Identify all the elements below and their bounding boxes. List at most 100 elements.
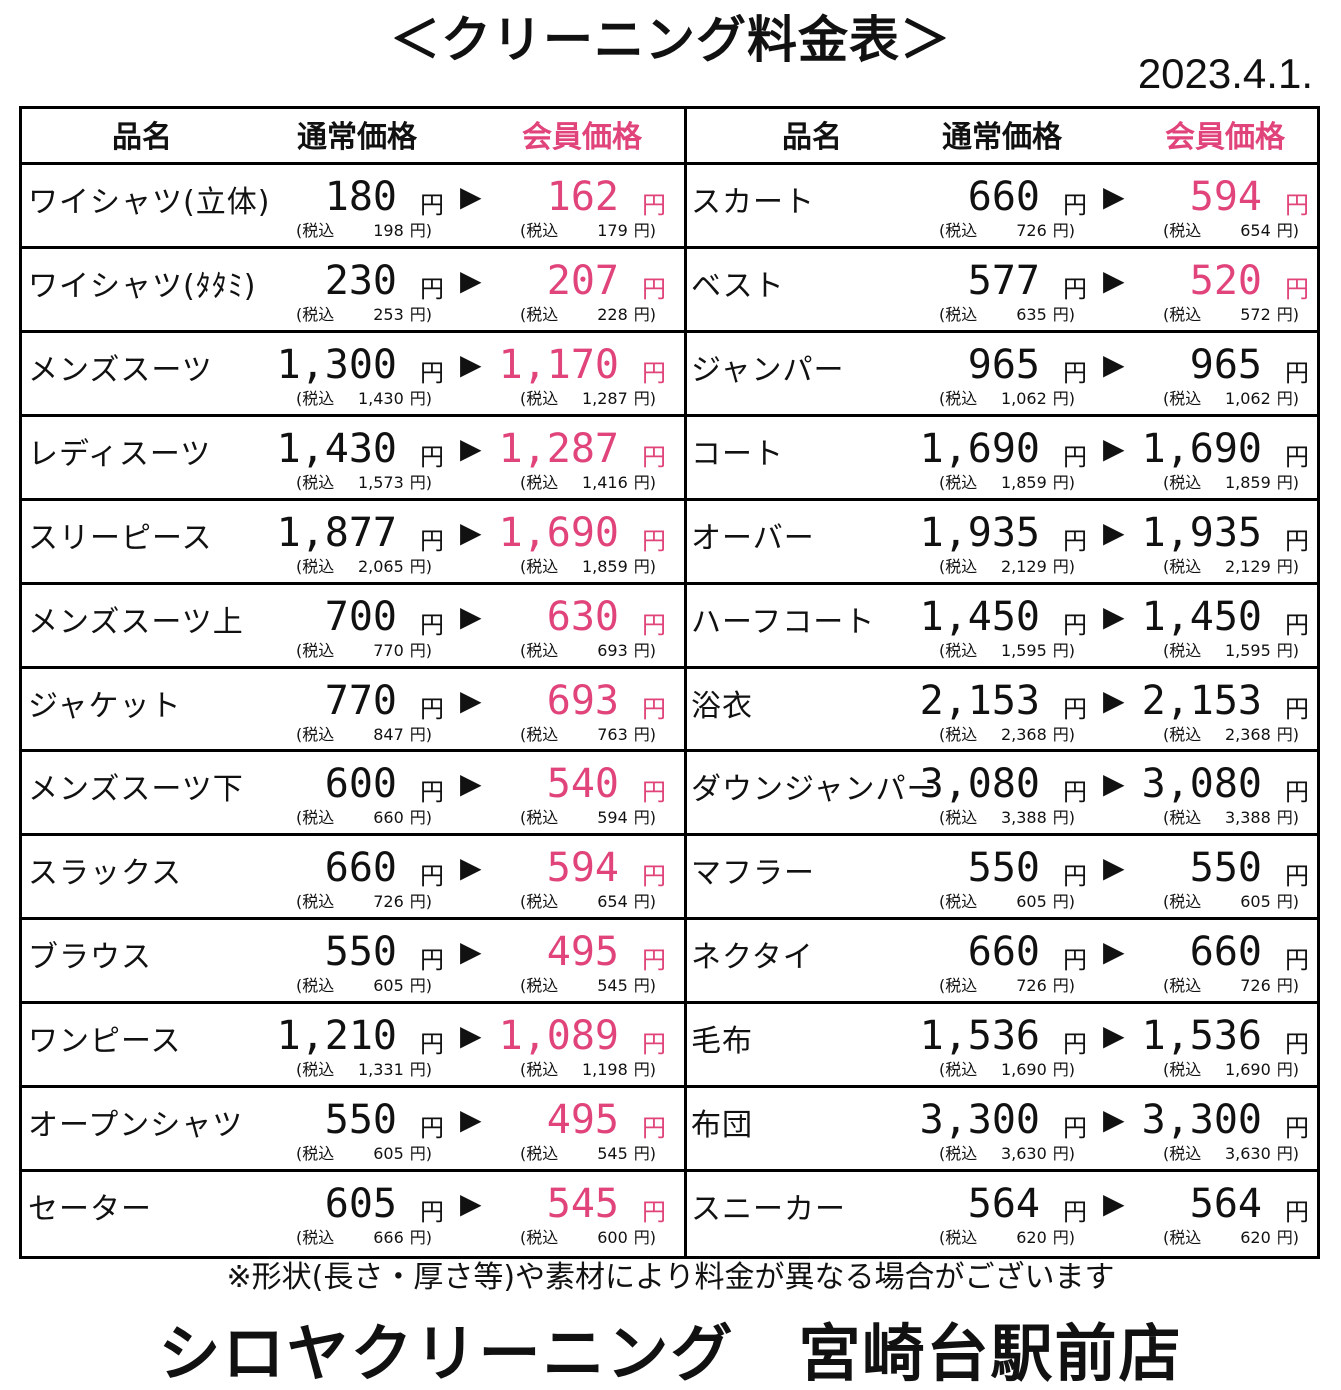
table-row: オープンシャツ 550 円 ▶ 495 円 (税込 605 円) (税込 545 円) (22, 1088, 684, 1173)
tax-label: (税込 (1163, 724, 1202, 744)
yen-unit: 円 (1063, 1114, 1087, 1143)
regular-tax-price: 2,129 円) (995, 556, 1075, 578)
tax-label: (税込 (296, 304, 335, 324)
tax-value: 545 (597, 976, 628, 996)
table-row: スリーピース 1,877 円 ▶ 1,690 円 (税込 2,065 円) (税込 1,859 円) (22, 501, 684, 585)
tax-value: 1,573 (357, 472, 404, 492)
arrow-icon: ▶ (460, 767, 482, 801)
tax-value: 1,062 (1224, 388, 1271, 408)
table-row: レディスーツ 1,430 円 ▶ 1,287 円 (税込 1,573 円) (税込 1,416 円) (22, 417, 684, 501)
table-row: スニーカー 564 円 ▶ 564 円 (税込 620 円) (税込 620 円) (687, 1172, 1317, 1256)
header-name: 品名 (782, 120, 842, 155)
column-divider (684, 109, 687, 1256)
arrow-icon: ▶ (460, 180, 482, 213)
tax-value: 726 (373, 892, 404, 912)
tax-value: 3,630 (1000, 1144, 1047, 1164)
yen-unit: 円 (642, 526, 666, 555)
regular-tax-price: 635 円) (995, 304, 1075, 326)
tax-suffix: 円) (1052, 892, 1075, 912)
tax-value: 654 (1240, 221, 1271, 240)
tax-label: (税込 (1163, 640, 1202, 660)
item-name: メンズスーツ下 (28, 772, 244, 808)
member-price: 1,690 (1141, 425, 1262, 472)
member-tax-price: 2,129 円) (1219, 556, 1299, 578)
tax-value: 2,065 (357, 556, 404, 576)
yen-unit: 円 (1285, 946, 1309, 975)
header-regular-price: 通常価格 (297, 120, 417, 155)
arrow-icon: ▶ (460, 263, 482, 297)
yen-unit: 円 (420, 946, 444, 975)
member-price: 594 (1189, 174, 1262, 220)
item-name: レディスーツ (28, 436, 212, 472)
tax-value: 635 (1016, 304, 1047, 324)
member-tax-price: 1,690 円) (1219, 1059, 1299, 1081)
tax-value: 1,430 (357, 388, 404, 408)
member-tax-price: 545 円) (576, 975, 656, 997)
tax-suffix: 円) (1276, 304, 1299, 324)
tax-value: 1,859 (1224, 472, 1271, 492)
tax-suffix: 円) (633, 808, 656, 828)
yen-unit: 円 (1285, 526, 1309, 555)
regular-price: 660 (324, 845, 397, 892)
member-price: 1,287 (498, 425, 619, 472)
tax-label: (税込 (296, 388, 335, 408)
tax-suffix: 円) (1276, 1228, 1299, 1248)
tax-suffix: 円) (1052, 976, 1075, 996)
tax-value: 2,368 (1000, 724, 1047, 744)
yen-unit: 円 (1285, 862, 1309, 891)
tax-value: 726 (1016, 976, 1047, 996)
regular-price: 1,877 (276, 509, 397, 556)
tax-label: (税込 (296, 724, 335, 744)
tax-value: 1,416 (581, 472, 628, 492)
yen-unit: 円 (642, 358, 666, 387)
tax-value: 3,388 (1000, 808, 1047, 828)
tax-value: 2,129 (1224, 556, 1271, 576)
yen-unit: 円 (1063, 610, 1087, 639)
yen-unit: 円 (1063, 442, 1087, 471)
yen-unit: 円 (1285, 358, 1309, 387)
member-price: 660 (1189, 929, 1262, 976)
tax-value: 1,690 (1000, 1060, 1047, 1080)
table-row: メンズスーツ 1,300 円 ▶ 1,170 円 (税込 1,430 円) (税込 1,287 円) (22, 333, 684, 417)
table-row: ベスト 577 円 ▶ 520 円 (税込 635 円) (税込 572 円) (687, 249, 1317, 333)
member-tax-price: 228 円) (576, 304, 656, 326)
arrow-icon: ▶ (460, 1019, 482, 1053)
tax-label: (税込 (296, 640, 335, 660)
regular-tax-price: 3,388 円) (995, 807, 1075, 829)
arrow-icon: ▶ (460, 515, 482, 549)
tax-suffix: 円) (633, 640, 656, 660)
arrow-icon: ▶ (1103, 1103, 1125, 1137)
tax-label: (税込 (296, 472, 335, 492)
tax-suffix: 円) (633, 1228, 656, 1248)
tax-suffix: 円) (1276, 1060, 1299, 1080)
item-name: オーバー (691, 520, 815, 556)
member-price: 1,170 (498, 341, 619, 388)
item-name: ジャケット (28, 688, 182, 724)
price-column-right: 品名 通常価格 会員価格 スカート 660 円 ▶ 594 円 (税込 726 円) (税込 654… (687, 109, 1317, 1256)
tax-value: 594 (597, 808, 628, 828)
member-tax-price: 179 円) (576, 220, 656, 242)
item-name: ワイシャツ(立体) (28, 185, 271, 220)
tax-value: 3,388 (1224, 808, 1271, 828)
member-tax-price: 1,595 円) (1219, 640, 1299, 662)
regular-price: 1,430 (276, 425, 397, 472)
member-tax-price: 600 円) (576, 1227, 656, 1249)
member-price: 207 (546, 257, 619, 304)
member-price: 520 (1189, 257, 1262, 304)
yen-unit: 円 (642, 274, 666, 303)
regular-price: 965 (967, 341, 1040, 388)
member-tax-price: 594 円) (576, 807, 656, 829)
member-tax-price: 1,416 円) (576, 472, 656, 494)
regular-price: 564 (967, 1181, 1040, 1228)
regular-tax-price: 3,630 円) (995, 1143, 1075, 1165)
tax-suffix: 円) (633, 556, 656, 576)
tax-label: (税込 (939, 304, 978, 324)
arrow-icon: ▶ (1103, 1019, 1125, 1053)
tax-label: (税込 (1163, 388, 1202, 408)
item-name: ハーフコート (691, 604, 876, 640)
table-row: ワイシャツ(ﾀﾀﾐ) 230 円 ▶ 207 円 (税込 253 円) (税込 228 円) (22, 249, 684, 333)
tax-suffix: 円) (409, 976, 432, 996)
member-tax-price: 1,859 円) (576, 556, 656, 578)
tax-value: 1,595 (1224, 640, 1271, 660)
item-name: スリーピース (28, 520, 213, 556)
